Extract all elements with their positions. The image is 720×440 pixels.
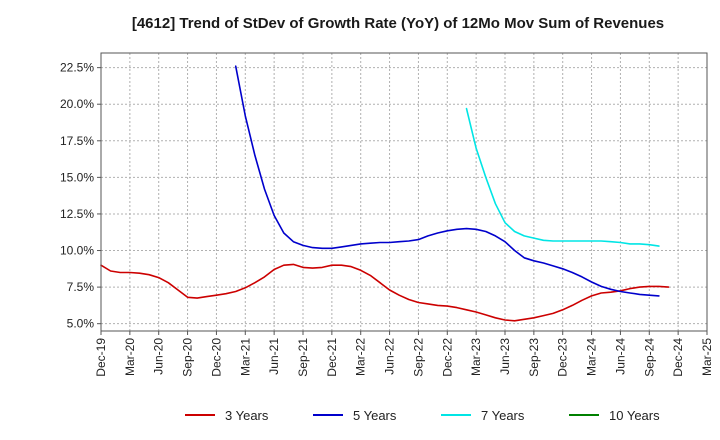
y-tick-label: 5.0% [67,317,95,331]
x-tick-label: Jun-24 [613,338,627,375]
x-tick-label: Sep-22 [411,338,425,377]
x-tick-label: Jun-23 [498,338,512,375]
y-tick-label: 10.0% [60,244,94,258]
legend: 3 Years 5 Years 7 Years 10 Years [185,408,660,423]
y-tick-label: 12.5% [60,207,94,221]
y-axis-ticks: 5.0% 7.5% 10.0% 12.5% 15.0% 17.5% 20.0% 22.5% [60,61,101,331]
x-tick-label: Dec-21 [325,338,339,377]
x-tick-label: Mar-23 [469,338,483,376]
x-tick-label: Mar-22 [354,338,368,376]
y-tick-label: 15.0% [60,170,94,184]
x-tick-label: Mar-24 [585,338,599,376]
series-line-3-years [100,263,670,322]
x-tick-label: Sep-21 [296,338,310,377]
y-tick-label: 22.5% [60,61,94,75]
x-tick-label: Mar-21 [238,338,252,376]
chart-title: [4612] Trend of StDev of Growth Rate (Yo… [132,15,664,32]
legend-label-7-years: 7 Years [481,408,525,423]
series-line-5-years [234,65,660,297]
x-tick-label: Mar-25 [700,338,714,376]
grid [100,53,708,331]
legend-label-10-years: 10 Years [609,408,660,423]
x-tick-label: Jun-22 [383,338,397,375]
x-tick-label: Dec-22 [440,338,454,377]
series-lines [100,65,670,322]
series-line-7-years [465,107,660,247]
y-tick-label: 20.0% [60,97,94,111]
x-tick-label: Sep-23 [527,338,541,377]
x-tick-label: Dec-19 [94,338,108,377]
x-tick-label: Dec-23 [556,338,570,377]
x-axis-ticks: Dec-19 Mar-20 Jun-20 Sep-20 Dec-20 Mar-21 Jun-… [94,331,714,377]
x-tick-label: Dec-20 [209,338,223,377]
x-tick-label: Sep-24 [642,338,656,377]
legend-label-3-years: 3 Years [225,408,269,423]
x-tick-label: Mar-20 [123,338,137,376]
y-tick-label: 17.5% [60,134,94,148]
x-tick-label: Dec-24 [671,338,685,377]
y-tick-label: 7.5% [67,280,95,294]
plot-area-frame [100,52,708,332]
x-tick-label: Jun-21 [267,338,281,375]
legend-label-5-years: 5 Years [353,408,397,423]
x-tick-label: Sep-20 [181,338,195,377]
x-tick-label: Jun-20 [152,338,166,375]
